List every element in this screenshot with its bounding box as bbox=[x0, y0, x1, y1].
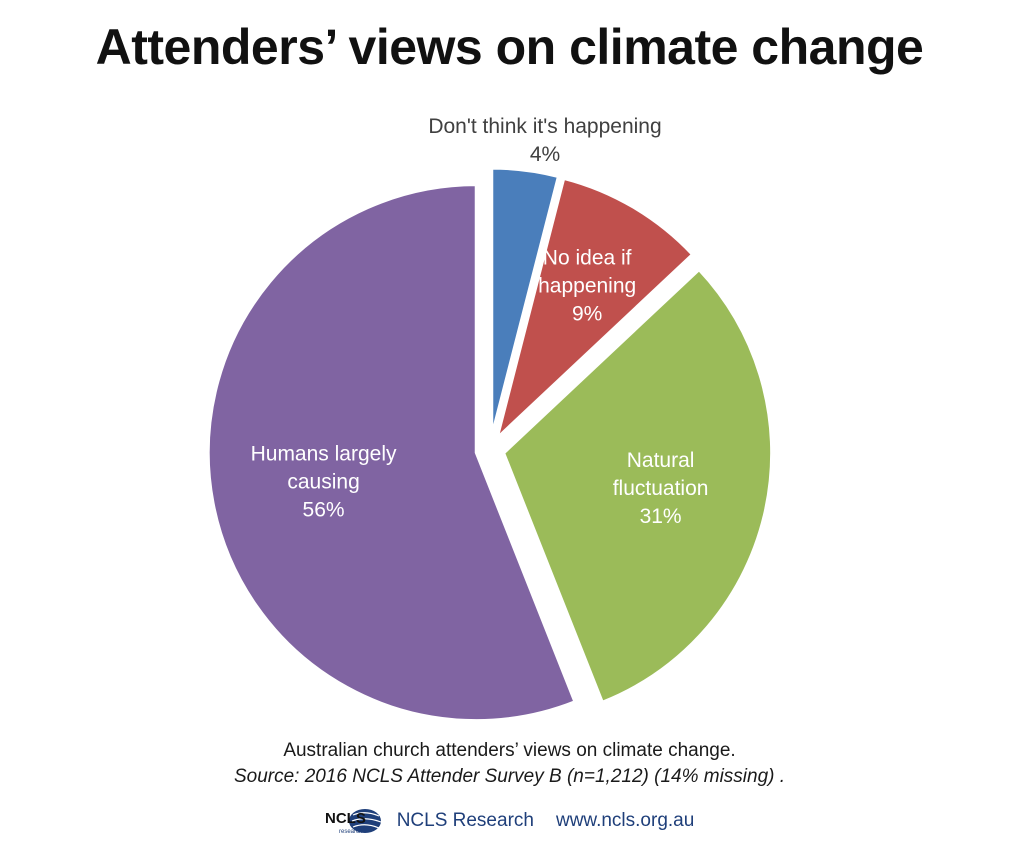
pie-slice-natural-fluctuation bbox=[501, 267, 774, 705]
chart-title: Attenders’ views on climate change bbox=[95, 19, 924, 75]
caption-text: Australian church attenders’ views on cl… bbox=[283, 740, 736, 761]
pie-slices bbox=[206, 166, 774, 723]
slice-label-don-t-think-it-s-happening: Don't think it's happening 4% bbox=[428, 115, 661, 166]
footer-org-name: NCLS Research bbox=[396, 810, 534, 831]
footer: NCLS research NCLS Research www.ncls.org… bbox=[0, 805, 1019, 837]
pie-slice-no-idea-if-happening bbox=[494, 176, 695, 443]
slice-label-natural-fluctuation: Natural fluctuation 31% bbox=[613, 449, 709, 528]
svg-text:research: research bbox=[339, 829, 362, 835]
footer-url-link[interactable]: www.ncls.org.au bbox=[555, 810, 695, 831]
chart-caption: Australian church attenders’ views on cl… bbox=[0, 738, 1019, 790]
slice-label-no-idea-if-happening: No idea if happening 9% bbox=[538, 247, 636, 326]
caption-source: Source: 2016 NCLS Attender Survey B (n=1… bbox=[233, 766, 786, 787]
slice-label-humans-largely-causing: Humans largely causing 56% bbox=[251, 443, 397, 522]
pie-slice-humans-largely-causing bbox=[206, 183, 577, 723]
pie-labels: Don't think it's happening 4% No idea if ha… bbox=[251, 115, 709, 528]
svg-text:NCLS: NCLS bbox=[325, 810, 366, 827]
ncls-logo-icon: NCLS research bbox=[325, 809, 381, 835]
ncls-logo: NCLS research bbox=[325, 806, 383, 836]
pie-slice-don-t-think-it-s-happening bbox=[490, 166, 561, 437]
